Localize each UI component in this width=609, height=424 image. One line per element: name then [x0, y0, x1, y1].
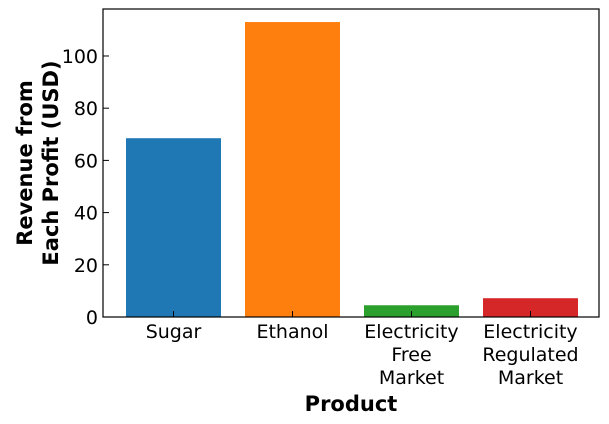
x-axis: Sugar Ethanol Electricity Free Market Electri…	[146, 311, 579, 389]
y-tick-label-0: 0	[86, 307, 98, 329]
y-axis-title: Revenue fromEach Profit (USD)	[13, 60, 63, 265]
bar-0	[126, 138, 221, 317]
x-axis-title: Product	[305, 392, 398, 416]
y-tick-label-2: 40	[74, 203, 98, 225]
y-tick-label-5: 100	[62, 46, 98, 68]
y-tick-label-1: 20	[74, 255, 98, 277]
x-tick-label-3: Electricity Regulated Market	[482, 321, 578, 389]
bars-group	[126, 22, 578, 318]
x-tick-label-0: Sugar	[146, 321, 202, 343]
y-axis: 0 20 40 60 80 100	[62, 46, 109, 329]
y-tick-label-4: 80	[74, 98, 98, 120]
y-tick-label-3: 60	[74, 150, 98, 172]
bar-3	[483, 298, 578, 317]
plot-frame	[102, 8, 600, 318]
x-tick-label-2: Electricity Free Market	[364, 321, 458, 389]
bar-1	[245, 22, 340, 318]
x-tick-label-1: Ethanol	[256, 321, 328, 343]
